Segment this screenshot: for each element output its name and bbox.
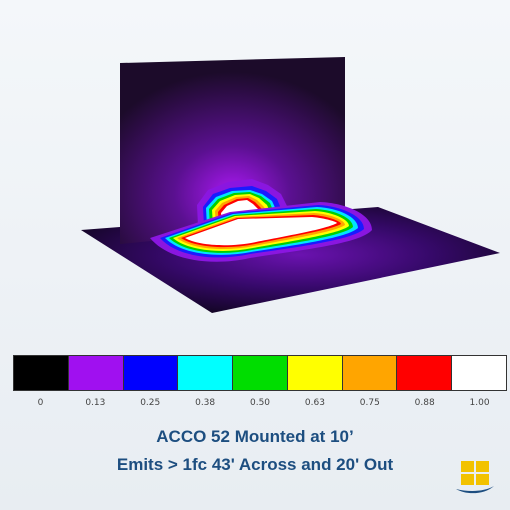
logo-tile xyxy=(476,461,489,472)
logo-tile xyxy=(461,474,474,485)
legend-swatch xyxy=(14,356,69,390)
legend-swatch xyxy=(68,356,124,390)
color-scale-bar xyxy=(13,355,507,391)
legend-tick-label: 0.25 xyxy=(140,398,161,408)
legend-tick-label: 0.75 xyxy=(359,398,380,408)
legend-swatch xyxy=(287,356,343,390)
legend-tick-label: 0.38 xyxy=(195,398,216,408)
legend-swatch xyxy=(123,356,179,390)
legend-tick-label: 0.50 xyxy=(249,398,271,408)
legend-swatch xyxy=(178,356,234,390)
legend-tick-label: 0.63 xyxy=(304,398,325,408)
floor-isoline-bands xyxy=(150,202,372,262)
legend-swatch xyxy=(397,356,453,390)
legend-swatch xyxy=(233,356,288,390)
logo-tile xyxy=(461,461,474,472)
legend-swatch xyxy=(452,356,507,390)
logo-swoosh xyxy=(456,486,494,494)
color-scale-labels: 0 0.13 0.25 0.38 0.50 0.63 0.75 0.88 1.00 xyxy=(13,398,507,412)
legend-tick-label: 0.88 xyxy=(414,398,435,408)
light-distribution-render xyxy=(81,57,500,313)
brand-logo-icon xyxy=(456,461,494,494)
legend-tick-label: 1.00 xyxy=(469,398,490,408)
caption-title: ACCO 52 Mounted at 10’ xyxy=(156,427,354,446)
legend-tick-label: 0 xyxy=(37,398,44,408)
legend-tick-label: 0.13 xyxy=(85,398,106,408)
logo-tile xyxy=(476,474,489,485)
legend-swatch xyxy=(342,356,398,390)
caption-subtitle: Emits > 1fc 43' Across and 20' Out xyxy=(116,455,394,474)
wall-plane xyxy=(120,57,345,244)
